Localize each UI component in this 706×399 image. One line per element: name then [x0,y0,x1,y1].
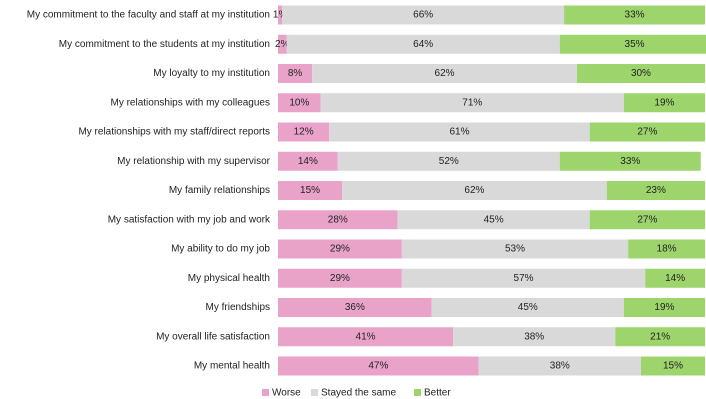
value-label: 2% [275,39,290,50]
bar-segment [401,268,646,288]
legend-label: Stayed the same [321,388,396,399]
bar-segment [278,210,398,230]
value-label: 41% [356,331,376,342]
bar-segment [278,64,313,83]
category-label: My loyalty to my institution [153,68,270,79]
bar-segment [623,93,705,113]
category-label: My commitment to the faculty and staff a… [27,10,270,21]
bar-segment [278,151,338,171]
value-label: 10% [289,97,309,108]
value-label: 8% [288,68,303,79]
value-label: 19% [654,302,674,313]
value-label: 45% [484,214,504,225]
bar-segment [589,210,705,230]
legend-label: Worse [272,388,301,399]
value-label: 61% [449,127,469,138]
value-label: 29% [330,273,350,284]
value-label: 14% [298,156,318,167]
value-label: 33% [620,156,640,167]
value-label: 15% [663,361,683,372]
bar-segment [645,268,705,288]
bar-segment [278,239,402,259]
value-label: 35% [625,39,645,50]
bar-segment [559,34,706,54]
value-label: 29% [330,244,350,255]
value-label: 33% [625,10,645,21]
bar-segment [337,151,560,171]
bar-segment [589,122,705,142]
category-label: My satisfaction with my job and work [108,214,271,225]
value-label: 71% [462,97,482,108]
bar-segment [278,327,454,347]
value-label: 57% [514,273,534,284]
bar-segment [320,93,624,113]
value-label: 38% [524,331,544,342]
value-label: 21% [650,331,670,342]
value-label: 62% [435,68,455,79]
bar-segment [278,268,402,288]
value-label: 18% [657,244,677,255]
bar-segment [278,93,321,113]
bar-segment [278,356,479,376]
value-label: 23% [646,185,666,196]
category-label: My mental health [194,361,270,372]
legend-swatch [262,389,269,396]
legend-swatch [414,389,421,396]
bar-segment [623,298,705,317]
value-label: 19% [654,97,674,108]
category-label: My commitment to the students at my inst… [59,39,270,50]
value-label: 52% [439,156,459,167]
bar-segment [397,210,590,230]
bar-segment [329,122,590,142]
category-label: My overall life satisfaction [156,331,270,342]
bar-segment [564,5,705,25]
category-label: My ability to do my job [171,244,270,255]
category-label: My relationships with my staff/direct re… [78,127,270,138]
bar-segment [559,151,701,171]
value-label: 12% [294,127,314,138]
legend-label: Better [424,388,451,399]
value-label: 38% [550,361,570,372]
value-label: 36% [345,302,365,313]
bar-segment [286,34,560,54]
bar-segment [278,122,330,142]
bar-segment [342,181,607,200]
bar-segment [606,181,705,200]
legend-swatch [311,389,318,396]
value-label: 27% [637,127,657,138]
bar-segment [576,64,705,83]
value-label: 27% [637,214,657,225]
value-label: 45% [518,302,538,313]
value-label: 66% [413,10,433,21]
category-label: My physical health [188,273,270,284]
bar-segment [431,298,624,317]
value-label: 64% [413,39,433,50]
bar-segment [453,327,616,347]
value-label: 62% [464,185,484,196]
value-label: 53% [505,244,525,255]
category-label: My friendships [206,302,270,313]
value-label: 30% [631,68,651,79]
value-label: 28% [328,214,348,225]
category-label: My relationships with my colleagues [110,97,270,108]
bar-segment [278,34,287,54]
bar-segment [628,239,705,259]
bar-segment [278,298,432,317]
bar-segment [278,181,343,200]
bar-segment [282,5,565,25]
value-label: 47% [368,361,388,372]
bar-segment [615,327,705,347]
category-label: My family relationships [169,185,270,196]
bar-segment [312,64,577,83]
value-label: 1% [273,10,288,21]
value-label: 14% [665,273,685,284]
bar-segment [401,239,629,259]
bar-segment [278,5,283,25]
bar-segment [478,356,641,376]
bar-segment [640,356,705,376]
value-label: 15% [300,185,320,196]
category-label: My relationship with my supervisor [117,156,270,167]
